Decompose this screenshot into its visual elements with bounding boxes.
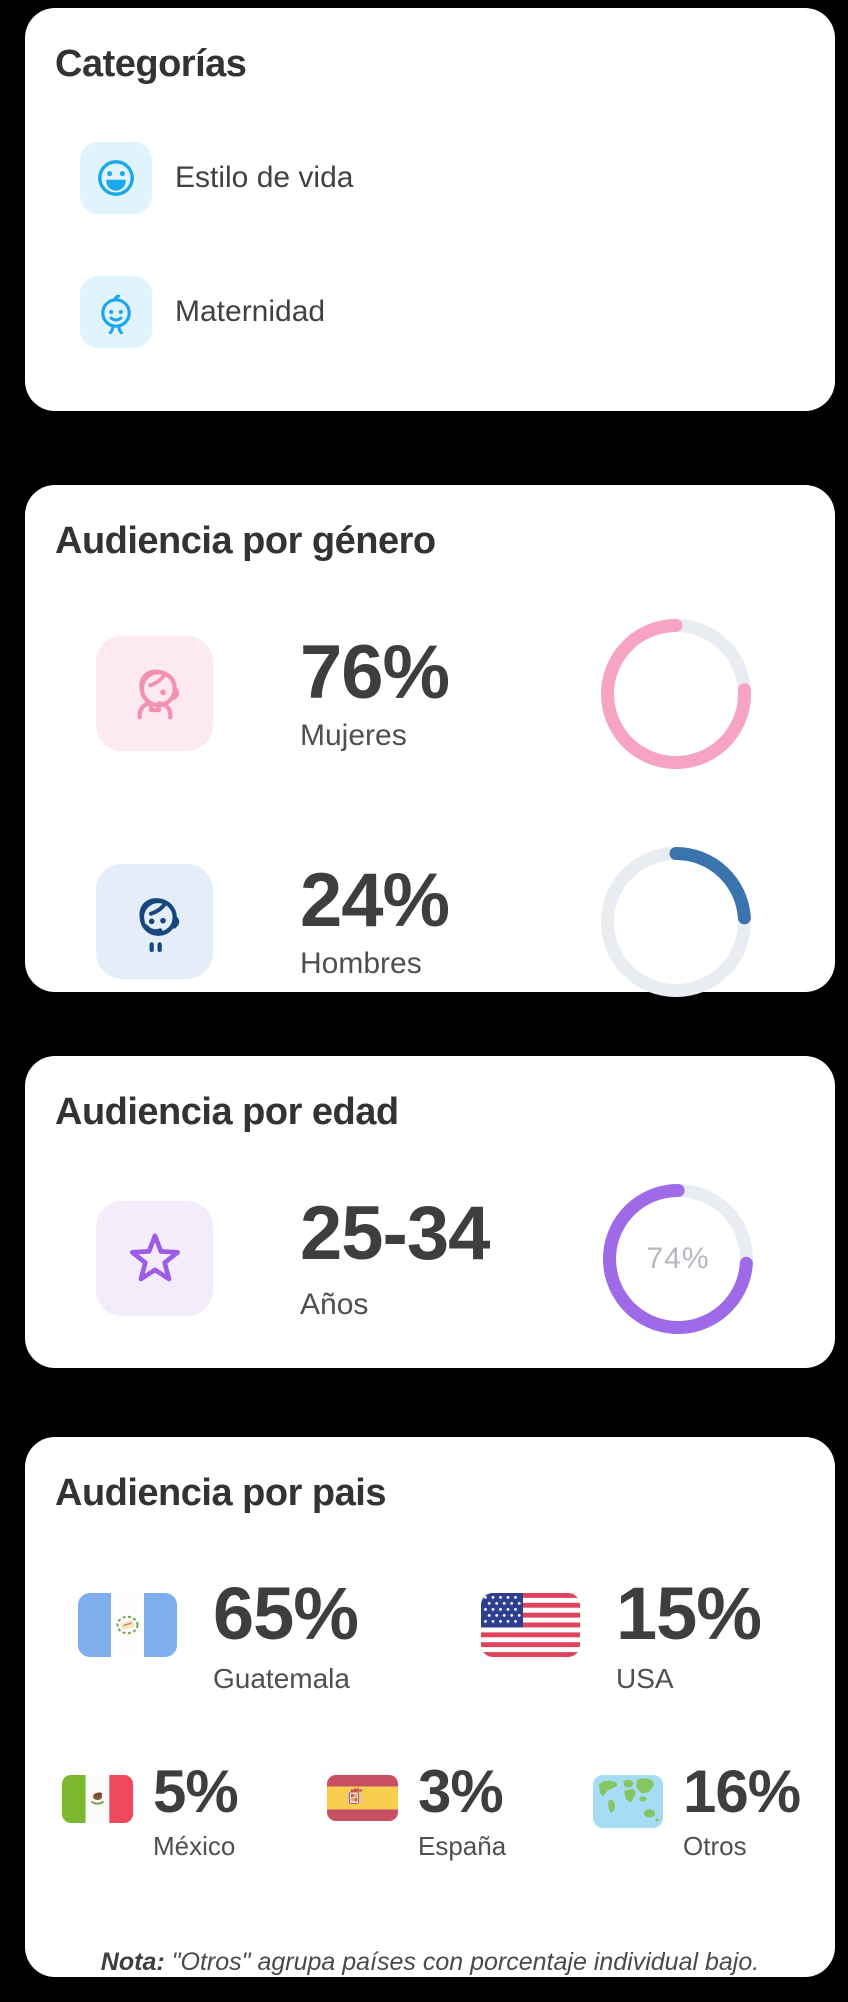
gender-row-men: 24% Hombres bbox=[96, 846, 751, 997]
age-stat: 25-34 Años bbox=[300, 1190, 490, 1322]
age-unit-label: Años bbox=[300, 1287, 369, 1321]
usa-percentage: 15% bbox=[616, 1572, 762, 1655]
gender-row-women: 76% Mujeres bbox=[96, 618, 751, 769]
women-donut-chart bbox=[601, 618, 751, 769]
men-label: Hombres bbox=[300, 946, 422, 980]
country-item-guatemala: 65% Guatemala bbox=[78, 1572, 359, 1695]
women-stat: 76% Mujeres bbox=[300, 629, 450, 753]
guatemala-percentage: 65% bbox=[213, 1572, 359, 1655]
mexico-percentage: 5% bbox=[153, 1758, 239, 1825]
country-item-others: 16% Otros bbox=[593, 1758, 801, 1862]
age-donut-chart: 74% bbox=[603, 1183, 753, 1334]
girl-face-icon bbox=[96, 636, 213, 752]
boy-face-icon bbox=[96, 864, 213, 980]
women-percentage: 76% bbox=[300, 629, 450, 715]
men-donut-chart bbox=[601, 846, 751, 997]
age-ring-percentage: 74% bbox=[646, 1241, 710, 1275]
categories-title: Categorías bbox=[55, 43, 247, 85]
world-map-icon bbox=[593, 1775, 663, 1828]
guatemala-label: Guatemala bbox=[213, 1663, 350, 1694]
age-range: 25-34 bbox=[300, 1190, 490, 1276]
mexico-label: México bbox=[153, 1831, 236, 1861]
guatemala-stat: 65% Guatemala bbox=[213, 1572, 359, 1695]
category-label: Estilo de vida bbox=[175, 160, 354, 194]
others-stat: 16% Otros bbox=[683, 1758, 801, 1862]
men-stat: 24% Hombres bbox=[300, 857, 450, 981]
country-item-usa: 15% USA bbox=[481, 1572, 762, 1695]
men-percentage: 24% bbox=[300, 857, 450, 943]
category-item-lifestyle: Estilo de vida bbox=[80, 141, 835, 214]
spain-stat: 3% España bbox=[418, 1762, 506, 1862]
others-percentage: 16% bbox=[683, 1758, 801, 1825]
footnote-prefix: Nota: bbox=[100, 1948, 165, 1976]
usa-label: USA bbox=[616, 1663, 674, 1694]
star-icon bbox=[96, 1201, 213, 1317]
usa-stat: 15% USA bbox=[616, 1572, 762, 1695]
category-label: Maternidad bbox=[175, 294, 326, 328]
others-label: Otros bbox=[683, 1831, 747, 1861]
mexico-flag bbox=[62, 1775, 133, 1823]
category-item-maternity: Maternidad bbox=[80, 275, 835, 348]
country-item-spain: 3% España bbox=[327, 1762, 506, 1862]
usa-flag bbox=[481, 1593, 580, 1657]
women-label: Mujeres bbox=[300, 718, 407, 752]
footnote-text: "Otros" agrupa países con porcentaje ind… bbox=[164, 1948, 760, 1976]
spain-label: España bbox=[418, 1831, 507, 1861]
footnote: Nota: "Otros" agrupa países con porcenta… bbox=[25, 1948, 835, 1977]
age-card: Audiencia por edad 25-34 Años 74% bbox=[25, 1056, 835, 1368]
mexico-stat: 5% México bbox=[153, 1758, 239, 1862]
baby-face-icon bbox=[80, 275, 152, 348]
country-title: Audiencia por pais bbox=[55, 1472, 386, 1514]
country-card: Audiencia por pais 65% Guatemala bbox=[25, 1437, 835, 1977]
country-item-mexico: 5% México bbox=[62, 1758, 239, 1862]
smiley-face-icon bbox=[80, 141, 152, 214]
spain-percentage: 3% bbox=[418, 1758, 504, 1825]
spain-flag bbox=[327, 1775, 398, 1821]
gender-card: Audiencia por género 76% Mujeres bbox=[25, 485, 835, 997]
age-title: Audiencia por edad bbox=[55, 1091, 399, 1133]
categories-card: Categorías Estilo de vida Maternid bbox=[25, 8, 835, 411]
guatemala-flag bbox=[78, 1593, 177, 1657]
age-row: 25-34 Años 74% bbox=[96, 1183, 753, 1334]
gender-title: Audiencia por género bbox=[55, 520, 436, 562]
